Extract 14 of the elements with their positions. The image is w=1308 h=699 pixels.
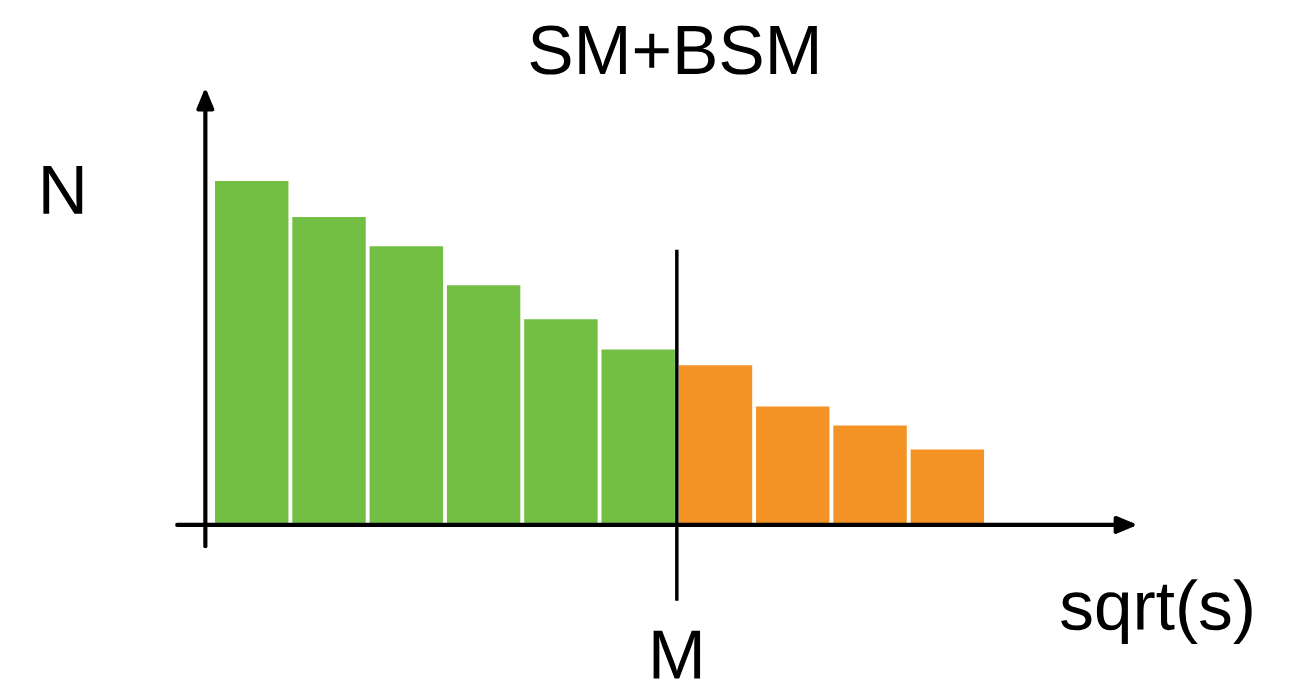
bar <box>756 406 830 525</box>
bar <box>446 285 521 525</box>
bar <box>369 246 444 525</box>
y-axis-title: N <box>43 165 83 214</box>
bar <box>678 365 753 525</box>
bar <box>601 349 675 525</box>
bar <box>215 180 289 525</box>
bar <box>833 425 907 525</box>
bar <box>292 217 366 525</box>
text: M <box>653 630 701 679</box>
bar <box>910 449 985 525</box>
chart-title: SM+BSM <box>530 25 817 75</box>
bar <box>524 319 598 525</box>
x-axis-title: sqrt(s) <box>1061 579 1252 644</box>
